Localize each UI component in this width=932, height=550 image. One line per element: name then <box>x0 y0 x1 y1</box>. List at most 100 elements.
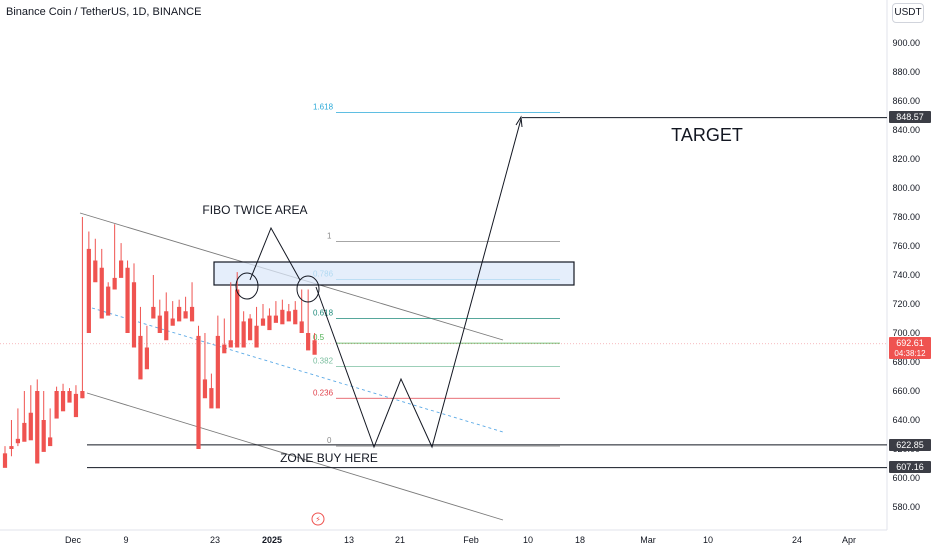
candle-body <box>241 321 246 348</box>
candle-body <box>280 309 285 325</box>
candle-body <box>164 311 169 341</box>
x-tick-label: Feb <box>463 535 479 545</box>
candle-body <box>306 333 311 351</box>
candle-body <box>15 438 20 444</box>
x-tick-label: Apr <box>842 535 856 545</box>
candle-body <box>48 437 53 447</box>
candle-body <box>67 391 72 403</box>
candle-body <box>93 260 98 283</box>
candle-body <box>41 420 46 452</box>
lightning-icon: ⚡ <box>315 515 321 524</box>
candle-body <box>2 453 8 468</box>
candle-body <box>312 340 317 355</box>
candle-body <box>138 335 143 380</box>
candle-body <box>293 309 298 325</box>
price-tag-label: 622.85 <box>896 440 924 450</box>
candle-body <box>215 335 220 409</box>
annotation-zone-buy: ZONE BUY HERE <box>280 451 378 465</box>
path-arrowhead <box>515 115 523 128</box>
candle-body <box>54 391 59 419</box>
fib-level-label: 0.236 <box>313 388 334 397</box>
fib-level-label: 1.618 <box>313 103 334 112</box>
x-tick-label: 13 <box>344 535 354 545</box>
candle-body <box>157 315 162 333</box>
x-tick-label: 21 <box>395 535 405 545</box>
candle-body <box>228 340 233 348</box>
candle-body <box>299 321 304 333</box>
candle-body <box>196 335 201 449</box>
candle-body <box>273 315 278 323</box>
candle-body <box>125 267 130 333</box>
annotation-fibo-twice: FIBO TWICE AREA <box>202 203 307 217</box>
candle-body <box>28 412 33 441</box>
price-tag-bg <box>889 337 931 359</box>
annotation-target: TARGET <box>671 125 743 145</box>
fib-level-label: 0.5 <box>313 333 325 342</box>
y-tick-label: 700.00 <box>892 328 920 338</box>
fib-level-label: 1 <box>327 232 332 241</box>
y-tick-label: 820.00 <box>892 154 920 164</box>
candle-body <box>112 277 117 290</box>
candle-body <box>86 248 91 333</box>
y-tick-label: 780.00 <box>892 212 920 222</box>
y-tick-label: 640.00 <box>892 415 920 425</box>
candle-body <box>170 318 175 326</box>
y-tick-label: 840.00 <box>892 125 920 135</box>
fibo-pointer <box>249 226 301 281</box>
fibo-zone-rect <box>213 261 575 286</box>
candle-body <box>260 318 266 326</box>
price-tag-label: 607.16 <box>896 462 924 472</box>
fib-level-label: 0.618 <box>313 309 334 318</box>
candle-body <box>222 344 227 354</box>
candle-body <box>248 318 253 341</box>
candle-body <box>254 325 259 348</box>
candle-body <box>22 422 27 442</box>
candle-body <box>119 260 124 278</box>
top-circle-2 <box>296 275 320 303</box>
top-circle-1 <box>235 272 259 300</box>
x-tick-label: 10 <box>523 535 533 545</box>
candle-body <box>183 311 188 319</box>
x-tick-label: 23 <box>210 535 220 545</box>
y-tick-label: 660.00 <box>892 386 920 396</box>
y-tick-label: 740.00 <box>892 270 920 280</box>
candle-body <box>73 393 79 418</box>
candle-body <box>35 391 40 464</box>
currency-selector[interactable]: USDT <box>892 3 924 23</box>
x-tick-label: Mar <box>640 535 656 545</box>
candle-body <box>209 388 214 409</box>
fib-level-label: 0.382 <box>313 356 334 365</box>
y-tick-label: 860.00 <box>892 96 920 106</box>
price-tag-bg <box>889 461 931 473</box>
x-tick-label: 18 <box>575 535 585 545</box>
x-tick-label: 24 <box>792 535 802 545</box>
x-tick-label: 10 <box>703 535 713 545</box>
candle-body <box>189 306 195 322</box>
candle-body <box>131 282 137 348</box>
price-tag-label: 848.57 <box>896 112 924 122</box>
candle-body <box>106 286 111 316</box>
fib-level-label: 0 <box>327 436 332 445</box>
chart-title: Binance Coin / TetherUS, 1D, BINANCE <box>6 6 202 18</box>
x-tick-label: 9 <box>123 535 128 545</box>
event-flag-icon <box>311 512 325 526</box>
candle-body <box>151 306 156 319</box>
candle-body <box>202 379 208 399</box>
candle-body <box>286 311 291 322</box>
price-tag-bg <box>889 439 931 451</box>
price-tag-bg <box>889 111 931 123</box>
y-tick-label: 600.00 <box>892 473 920 483</box>
channel-lower-line <box>86 392 504 521</box>
x-tick-label: 2025 <box>262 535 282 545</box>
candle-body <box>267 315 272 331</box>
y-tick-label: 680.00 <box>892 357 920 367</box>
candle-body <box>9 446 14 449</box>
candle-body <box>177 306 182 322</box>
y-tick-label: 900.00 <box>892 38 920 48</box>
price-tag-label: 692.61 <box>896 338 924 348</box>
price-tag-countdown: 04:38:12 <box>894 349 926 358</box>
y-tick-label: 720.00 <box>892 299 920 309</box>
candle-body <box>235 289 240 348</box>
